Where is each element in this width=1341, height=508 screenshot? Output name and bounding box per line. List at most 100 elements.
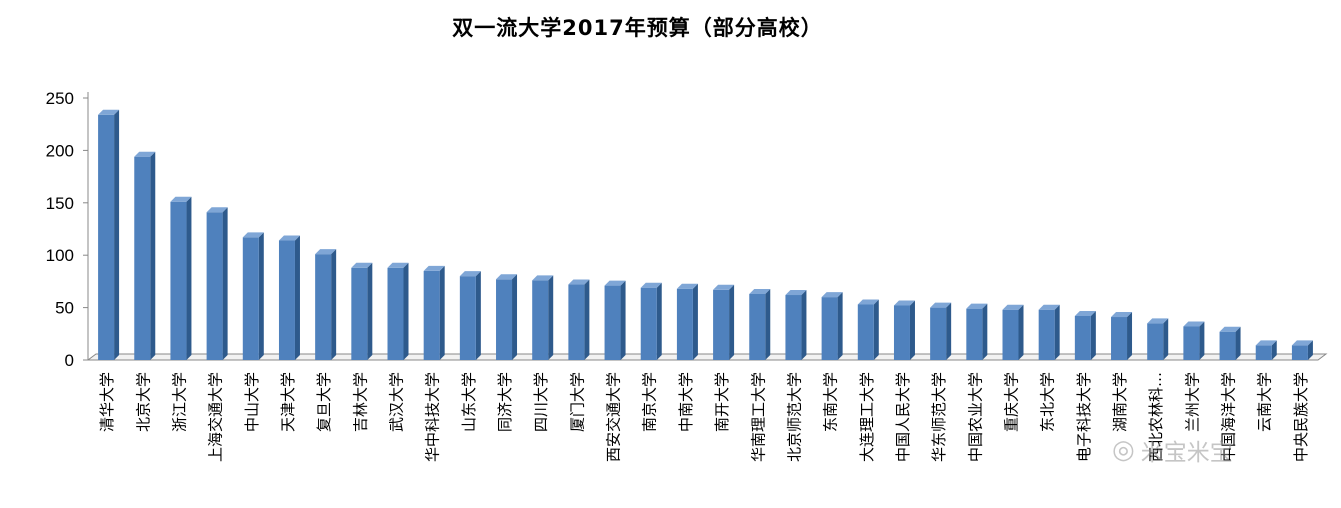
bar-side [150, 151, 156, 360]
bar-front [966, 308, 983, 360]
bar [1147, 318, 1169, 360]
bar-side [765, 288, 771, 360]
x-tick-label: 浙江大学 [170, 372, 188, 432]
bar-front [1183, 326, 1200, 360]
bar [568, 279, 590, 360]
bar [857, 299, 879, 360]
bar-top [387, 262, 409, 268]
bar-front [459, 276, 476, 360]
bar [532, 275, 554, 360]
bar-top [785, 290, 807, 296]
x-tick-label: 中央民族大学 [1292, 372, 1310, 462]
bar [640, 282, 662, 360]
bar-top [134, 151, 156, 157]
bar-top [170, 196, 192, 202]
bar-top [568, 279, 590, 285]
x-tick-label: 南开大学 [713, 372, 731, 432]
x-tick-label: 西北农林科… [1147, 372, 1165, 462]
bar [315, 249, 337, 360]
bar-side [692, 283, 698, 360]
bar-side [873, 299, 879, 360]
bar-front [713, 289, 730, 360]
bar-front [857, 304, 874, 360]
bar-side [1163, 318, 1169, 360]
x-tick-label: 四川大学 [532, 372, 550, 432]
bar-top [206, 207, 228, 213]
bar-top [1183, 321, 1205, 327]
watermark: ◎ 米宝米宝 [1112, 430, 1332, 470]
bar-side [548, 275, 554, 360]
bar-top [676, 283, 698, 289]
bar-front [423, 270, 440, 360]
bar-top [1219, 326, 1241, 332]
bar-top [1111, 312, 1133, 318]
bar-top [930, 302, 952, 308]
bar-front [1147, 323, 1164, 360]
watermark-text: 米宝米宝 [1140, 440, 1233, 466]
bar-front [1111, 317, 1128, 360]
x-axis-tick-labels: 清华大学 北京大学 浙江大学 上海交通大学 中山大学 天津大学 复旦大学 吉林大学 武汉大学 华中… [98, 372, 1310, 462]
bar-front [315, 254, 332, 360]
bar [676, 283, 698, 360]
x-tick-label: 华南理工大学 [749, 372, 767, 462]
bar-front [1002, 309, 1019, 360]
x-tick-label: 吉林大学 [351, 372, 369, 432]
bar-front [640, 287, 657, 360]
bar-side [620, 280, 626, 360]
bar-front [387, 267, 404, 360]
bar [1255, 340, 1277, 360]
bar-side [1090, 310, 1096, 360]
bar-front [568, 284, 585, 360]
bar-top [242, 232, 264, 238]
bar-side [331, 249, 337, 360]
bar [749, 288, 771, 360]
chart-axes [83, 92, 1328, 361]
bar [713, 284, 735, 360]
x-tick-label: 西安交通大学 [605, 372, 623, 462]
bar-top [1255, 340, 1277, 346]
y-tick-label: 50 [55, 299, 74, 318]
x-tick-label: 中山大学 [243, 372, 261, 432]
bar-front [98, 114, 115, 360]
chart-bars [98, 109, 1313, 360]
bar-side [403, 262, 409, 360]
bar-front [1291, 345, 1308, 360]
bar [893, 300, 915, 360]
bar-top [532, 275, 554, 281]
bar [1038, 304, 1060, 360]
y-tick-label: 0 [65, 351, 74, 370]
bar [134, 151, 156, 360]
bar-front [893, 305, 910, 360]
bar-front [351, 267, 368, 360]
bar-front [532, 280, 549, 360]
bar [459, 271, 481, 360]
x-tick-label: 中国农业大学 [966, 372, 984, 462]
bar-side [946, 302, 952, 360]
bar [170, 196, 192, 360]
bar-side [909, 300, 915, 360]
bar-top [604, 280, 626, 286]
bar-front [134, 156, 151, 360]
bar [387, 262, 409, 360]
bar-side [837, 292, 843, 360]
bar-top [857, 299, 879, 305]
x-tick-label: 北京大学 [134, 372, 152, 432]
x-tick-label: 东南大学 [822, 372, 840, 432]
bar [1219, 326, 1241, 360]
bar-side [367, 262, 373, 360]
y-tick-label: 150 [46, 194, 74, 213]
bar-front [1038, 309, 1055, 360]
bar [930, 302, 952, 360]
bar [604, 280, 626, 360]
bar-side [1307, 340, 1313, 360]
bar-front [242, 237, 259, 360]
bar [206, 207, 228, 360]
wechat-icon: ◎ [1112, 435, 1135, 465]
bar-side [1199, 321, 1205, 360]
bar [423, 265, 445, 360]
bar [278, 235, 300, 360]
bar-top [966, 303, 988, 309]
bar-side [729, 284, 735, 360]
bar-front [1074, 315, 1091, 360]
bar-side [186, 196, 192, 360]
